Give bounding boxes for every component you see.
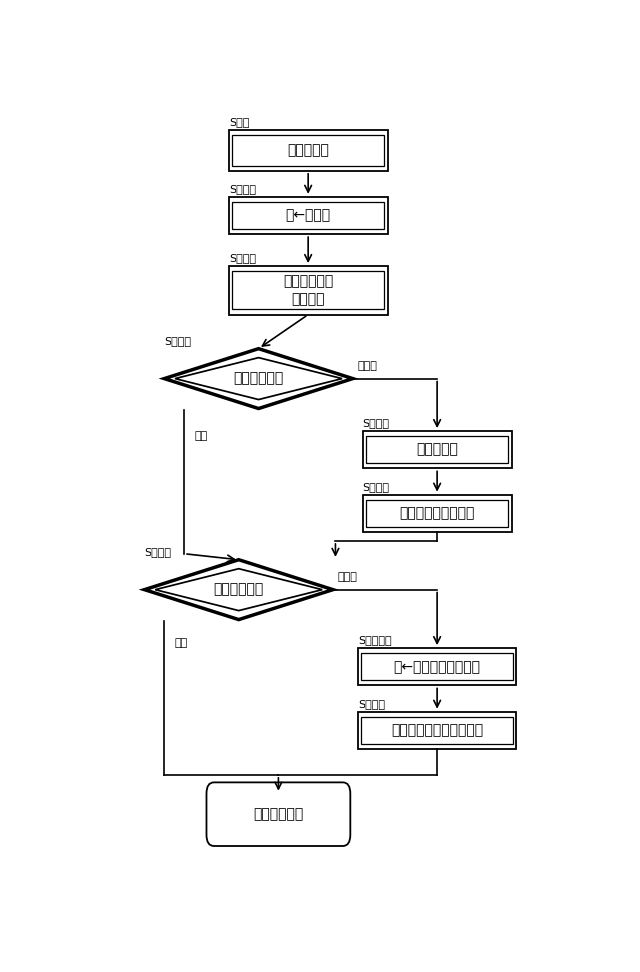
- Text: ポンプの作動制限を解除: ポンプの作動制限を解除: [391, 723, 483, 738]
- FancyBboxPatch shape: [363, 495, 511, 532]
- Text: Ｙ←６６０－０．３Ｓ: Ｙ←６６０－０．３Ｓ: [394, 660, 481, 674]
- Text: S１７８: S１７８: [358, 699, 385, 709]
- Text: S１７２: S１７２: [229, 253, 256, 263]
- Text: S１７６: S１７６: [145, 546, 172, 557]
- FancyBboxPatch shape: [358, 648, 516, 685]
- Polygon shape: [145, 560, 333, 619]
- FancyBboxPatch shape: [358, 712, 516, 749]
- Text: 運動を検知？: 運動を検知？: [214, 582, 264, 597]
- Text: S１７４: S１７４: [363, 418, 390, 428]
- Text: 入浴中処理: 入浴中処理: [287, 143, 329, 157]
- FancyBboxPatch shape: [229, 129, 388, 171]
- FancyBboxPatch shape: [207, 782, 350, 846]
- Text: ワーニング: ワーニング: [416, 442, 458, 457]
- FancyBboxPatch shape: [229, 196, 388, 234]
- Text: S１７１: S１７１: [229, 184, 256, 193]
- Text: Ｙ＜３００？: Ｙ＜３００？: [234, 371, 284, 386]
- Text: S１７７５: S１７７５: [358, 635, 392, 645]
- Text: ポンプの作動を制限: ポンプの作動を制限: [399, 506, 475, 520]
- FancyBboxPatch shape: [363, 431, 511, 469]
- Polygon shape: [164, 349, 353, 408]
- Text: Ｎｏ: Ｎｏ: [174, 639, 188, 648]
- Text: Ｙｅｓ: Ｙｅｓ: [358, 362, 378, 371]
- Text: Ｙｅｓ: Ｙｅｓ: [338, 573, 358, 582]
- FancyBboxPatch shape: [229, 266, 388, 315]
- Text: S１７: S１７: [229, 117, 249, 126]
- Text: Ｓ←Ｓ＋１: Ｓ←Ｓ＋１: [285, 208, 331, 223]
- Text: S１７５: S１７５: [363, 481, 390, 492]
- Text: ＲＥＴＵＲＮ: ＲＥＴＵＲＮ: [253, 807, 303, 821]
- Text: 脳活動関連値
演算処理: 脳活動関連値 演算処理: [283, 274, 333, 306]
- Text: S１７３: S１７３: [164, 335, 191, 346]
- Text: Ｎｏ: Ｎｏ: [194, 431, 207, 441]
